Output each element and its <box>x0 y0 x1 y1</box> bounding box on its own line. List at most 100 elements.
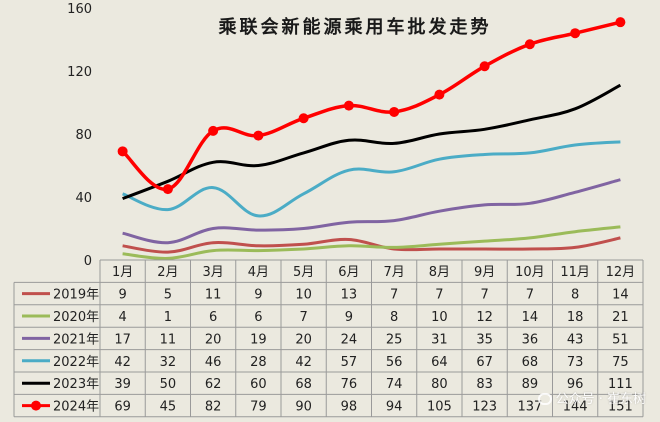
table-cell: 14 <box>612 288 629 303</box>
series-point-5 <box>343 100 354 111</box>
table-cell: 13 <box>341 288 358 303</box>
table-cell: 25 <box>386 332 403 347</box>
series-line-2 <box>122 178 621 245</box>
table-cell: 19 <box>250 332 267 347</box>
table-cell: 82 <box>205 400 222 415</box>
x-tick-label: 9月 <box>474 265 495 280</box>
table-cell: 62 <box>205 377 222 392</box>
series-point-5 <box>615 17 626 28</box>
x-tick-label: 1月 <box>112 265 133 280</box>
table-cell: 32 <box>160 355 177 370</box>
table-cell: 75 <box>612 355 629 370</box>
table-cell: 74 <box>386 377 403 392</box>
watermark-text: 公众号 · 崔东树 <box>555 392 646 407</box>
x-tick-label: 12月 <box>606 265 636 280</box>
x-tick-label: 8月 <box>429 265 450 280</box>
series-point-5 <box>570 28 581 39</box>
table-cell: 105 <box>427 400 452 415</box>
x-tick-label: 10月 <box>515 265 545 280</box>
table-cell: 17 <box>114 332 131 347</box>
table-cell: 56 <box>386 355 403 370</box>
table-cell: 8 <box>390 310 398 325</box>
table-cell: 14 <box>522 310 539 325</box>
series-line-0 <box>122 236 621 254</box>
x-tick-label: 4月 <box>248 265 269 280</box>
table-cell: 11 <box>160 332 177 347</box>
x-tick-label: 5月 <box>293 265 314 280</box>
series-lines <box>117 17 626 260</box>
legend-label: 2019年 <box>53 288 99 303</box>
x-tick-label: 7月 <box>383 265 404 280</box>
table-cell: 90 <box>295 400 312 415</box>
table-cell: 89 <box>522 377 539 392</box>
table-cell: 68 <box>522 355 539 370</box>
table-cell: 9 <box>345 310 353 325</box>
series-point-5 <box>117 146 128 157</box>
table-cell: 10 <box>431 310 448 325</box>
table-cell: 18 <box>567 310 584 325</box>
series-line-4 <box>122 83 622 201</box>
y-tick-label: 160 <box>67 2 92 17</box>
table-cell: 7 <box>299 310 307 325</box>
table-cell: 39 <box>114 377 131 392</box>
table-cell: 6 <box>209 310 217 325</box>
series-point-5 <box>479 61 490 72</box>
table-cell: 51 <box>612 332 629 347</box>
watermark: 公众号 · 崔东树 <box>537 388 646 407</box>
series-point-5 <box>162 184 173 195</box>
table-cell: 46 <box>205 355 222 370</box>
table-cell: 36 <box>522 332 539 347</box>
x-tick-label: 11月 <box>560 265 590 280</box>
x-tick-label: 2月 <box>157 265 178 280</box>
y-axis: 0 40 80 120 160 <box>67 2 92 269</box>
table-cell: 20 <box>295 332 312 347</box>
table-cell: 69 <box>114 400 131 415</box>
series-point-5 <box>208 125 219 136</box>
table-cell: 80 <box>431 377 448 392</box>
table-cell: 35 <box>476 332 493 347</box>
table-cell: 24 <box>341 332 358 347</box>
table-cell: 60 <box>250 377 267 392</box>
x-tick-label: 3月 <box>202 265 223 280</box>
y-tick-label: 120 <box>67 65 92 80</box>
legend-label: 2020年 <box>53 310 99 325</box>
table-cell: 5 <box>164 288 172 303</box>
legend-label: 2023年 <box>53 377 99 392</box>
wechat-icon <box>537 393 552 405</box>
series-point-5 <box>298 113 309 124</box>
table-cell: 12 <box>476 310 493 325</box>
table-cell: 8 <box>571 288 579 303</box>
table-cell: 144 <box>563 400 588 415</box>
x-tick-label: 6月 <box>338 265 359 280</box>
legend-label: 2022年 <box>53 355 99 370</box>
table-cell: 7 <box>435 288 443 303</box>
table-cell: 7 <box>480 288 488 303</box>
y-tick-label: 40 <box>75 191 92 206</box>
table-cell: 7 <box>390 288 398 303</box>
table-cell: 1 <box>164 310 172 325</box>
table-cell: 79 <box>250 400 267 415</box>
series-point-5 <box>253 130 264 141</box>
table-cell: 64 <box>431 355 448 370</box>
table-cell: 83 <box>476 377 493 392</box>
table-cell: 96 <box>567 377 584 392</box>
series-point-5 <box>434 89 445 100</box>
table-cell: 21 <box>612 310 629 325</box>
table-cell: 111 <box>608 377 633 392</box>
table-cell: 50 <box>160 377 177 392</box>
table-cell: 98 <box>341 400 358 415</box>
table-cell: 9 <box>254 288 262 303</box>
legend-label: 2021年 <box>53 332 99 347</box>
y-tick-label: 80 <box>75 128 92 143</box>
table-cell: 68 <box>295 377 312 392</box>
table-cell: 137 <box>517 400 542 415</box>
table-cell: 73 <box>567 355 584 370</box>
table-cell: 42 <box>114 355 131 370</box>
table-cell: 7 <box>526 288 534 303</box>
table-cell: 94 <box>386 400 403 415</box>
table-cell: 76 <box>341 377 358 392</box>
table-cell: 28 <box>250 355 267 370</box>
series-line-1 <box>122 225 621 260</box>
